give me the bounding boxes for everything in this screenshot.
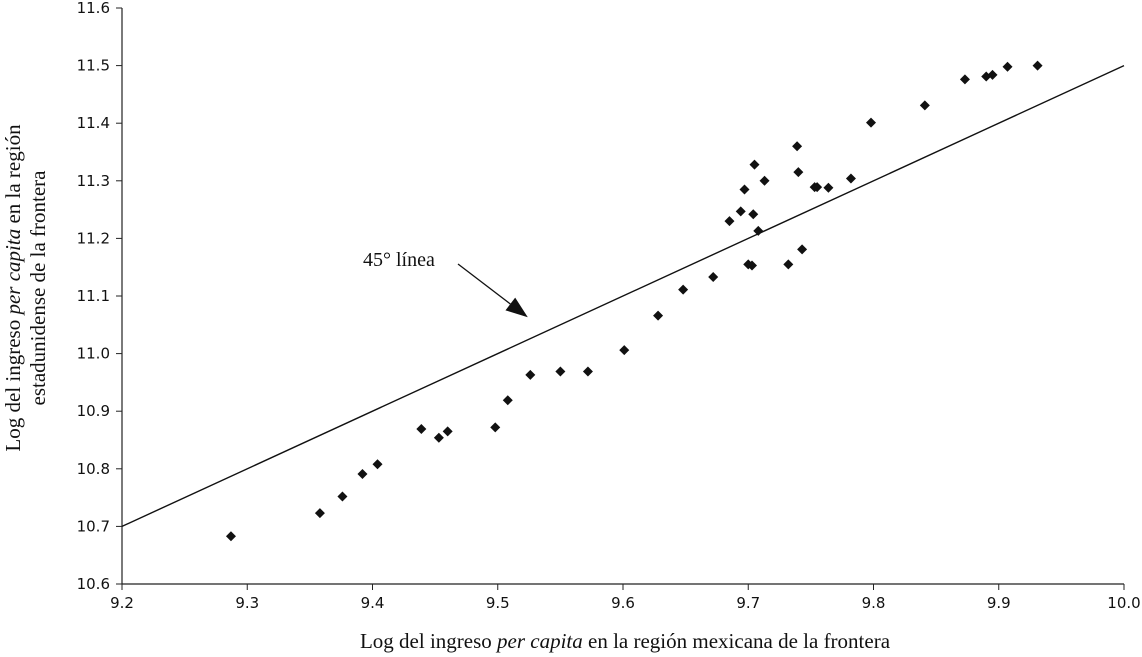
- reference-line-group: [121, 64, 1125, 528]
- data-point: [797, 244, 808, 255]
- y-tick-label: 10.8: [77, 460, 110, 478]
- axis-title-segment: Log del ingreso: [360, 629, 497, 653]
- data-point: [337, 491, 348, 502]
- y-tick-label: 11.2: [77, 229, 110, 247]
- data-point: [708, 271, 719, 282]
- data-point: [724, 216, 735, 227]
- data-point: [735, 206, 746, 217]
- x-tick-label: 9.6: [611, 594, 635, 612]
- data-point: [314, 508, 325, 519]
- data-point: [678, 284, 689, 295]
- y-axis-title-line2: estadunidense de la frontera: [26, 170, 50, 406]
- x-tick-label: 9.2: [110, 594, 134, 612]
- data-point: [525, 369, 536, 380]
- axes: 9.2 9.3 9.4 9.5 9.6 9.7 9.8 9.9 10.0 10.6 10.7 10.8…: [77, 0, 1141, 612]
- x-tick-label: 9.9: [987, 594, 1011, 612]
- data-point: [739, 184, 750, 195]
- x-tick-label: 9.5: [486, 594, 510, 612]
- axis-titles: Log del ingreso per capita en la región …: [1, 124, 891, 653]
- annotation-group: 45° línea: [363, 249, 528, 318]
- data-point: [653, 310, 664, 321]
- data-point: [582, 366, 593, 377]
- data-point: [865, 117, 876, 128]
- data-point: [812, 182, 823, 193]
- data-point: [783, 259, 794, 270]
- data-point: [1002, 61, 1013, 72]
- y-axis-title-line1: Log del ingreso per capita en la región: [1, 124, 25, 452]
- data-point: [619, 345, 630, 356]
- axis-title-segment: Log del ingreso: [1, 315, 25, 452]
- data-point: [225, 531, 236, 542]
- data-point: [502, 395, 513, 406]
- data-point: [987, 69, 998, 80]
- y-tick-label: 11.4: [77, 114, 110, 132]
- data-point: [490, 422, 501, 433]
- x-tick-label: 9.4: [361, 594, 385, 612]
- axis-title-segment: en la región mexicana de la frontera: [583, 629, 891, 653]
- y-tick-label: 10.7: [77, 517, 110, 535]
- data-point: [1032, 60, 1043, 71]
- data-point: [747, 260, 758, 271]
- data-point: [793, 167, 804, 178]
- data-point: [792, 141, 803, 152]
- y-tick-label: 11.6: [77, 0, 110, 17]
- data-point: [433, 432, 444, 443]
- y-tick-label: 11.0: [77, 345, 110, 363]
- data-point: [959, 74, 970, 85]
- x-tick-label: 9.8: [862, 594, 886, 612]
- data-point: [759, 175, 770, 186]
- data-point: [416, 424, 427, 435]
- y-tick-label: 10.6: [77, 575, 110, 593]
- x-axis-title: Log del ingreso per capita en la región …: [360, 629, 891, 653]
- x-tick-label: 9.3: [235, 594, 259, 612]
- data-point: [823, 182, 834, 193]
- data-point: [845, 173, 856, 184]
- y-tick-label: 10.9: [77, 402, 110, 420]
- annotation-arrow-shaft: [457, 263, 511, 305]
- data-points: [225, 60, 1043, 542]
- data-point: [749, 159, 760, 170]
- annotation-label: 45° línea: [363, 249, 435, 271]
- y-tick-label: 11.5: [77, 57, 110, 75]
- data-point: [748, 209, 759, 220]
- axis-title-segment: per capita: [495, 629, 583, 653]
- data-point: [919, 100, 930, 111]
- data-point: [555, 366, 566, 377]
- axis-title-segment: en la región: [1, 124, 25, 229]
- annotation-arrow-head: [505, 297, 528, 318]
- x-tick-label: 10.0: [1107, 594, 1140, 612]
- axis-title-segment: per capita: [1, 229, 25, 317]
- y-tick-label: 11.1: [77, 287, 110, 305]
- data-point: [753, 225, 764, 236]
- data-point: [442, 426, 453, 437]
- x-tick-label: 9.7: [736, 594, 760, 612]
- y-tick-label: 11.3: [77, 172, 110, 190]
- data-point: [372, 459, 383, 470]
- data-point: [357, 468, 368, 479]
- reference-line-45: [121, 64, 1125, 528]
